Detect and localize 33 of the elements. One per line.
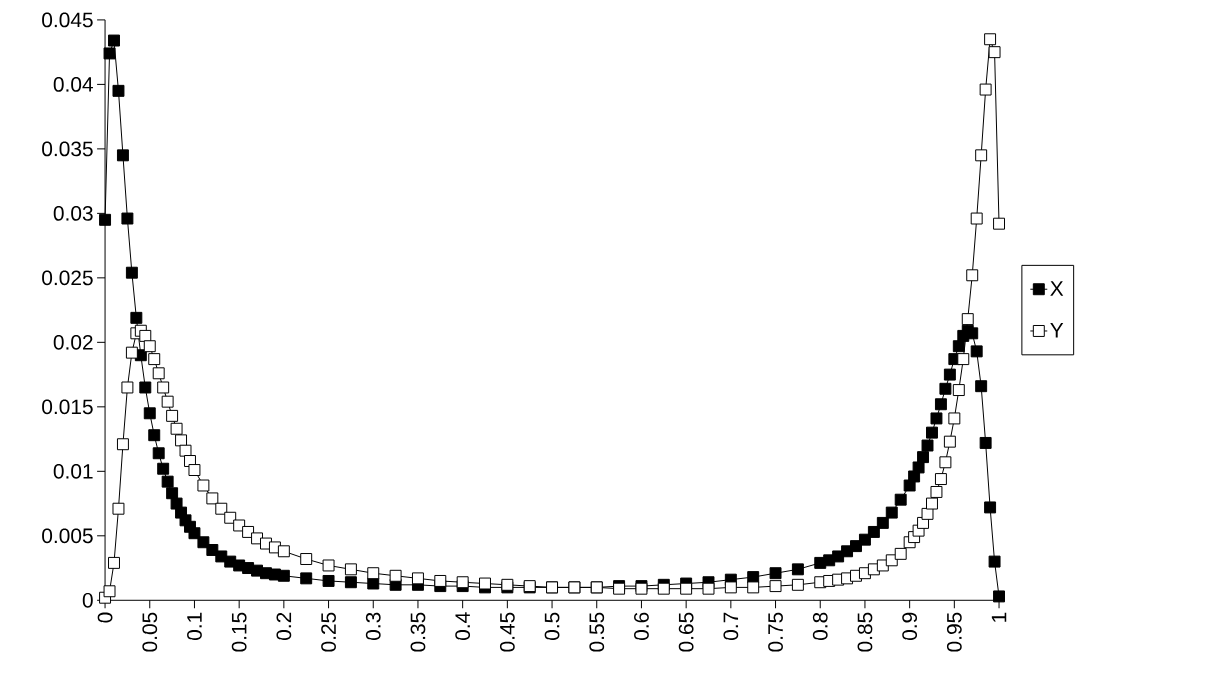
x-tick-label: 0.05: [142, 612, 158, 652]
y-tick-label: 0.045: [42, 12, 93, 28]
x-tick-label: 0.4: [455, 612, 471, 641]
x-tick-label: 0.75: [768, 612, 783, 652]
y-tick-label: 0.025: [42, 270, 93, 286]
x-tick-label: 0.15: [231, 612, 247, 652]
y-tick-label: 0.035: [42, 141, 93, 157]
x-tick-label: 0.1: [187, 612, 202, 641]
x-tick-label: 0.6: [634, 612, 649, 641]
y-tick-label: 0.03: [53, 206, 93, 221]
y-tick-label: 0.015: [42, 399, 93, 415]
x-tick-label: 1: [991, 612, 1007, 622]
x-tick-label: 0.8: [812, 612, 828, 641]
y-tick-label: 0.005: [42, 528, 93, 544]
legend-label: X: [1050, 281, 1064, 296]
x-tick-label: 0.65: [678, 612, 694, 652]
x-tick-label: 0.2: [276, 612, 292, 641]
legend-label: Y: [1050, 323, 1064, 338]
x-tick-label: 0.5: [544, 612, 560, 641]
y-tick-label: 0: [82, 592, 93, 608]
x-tick-label: 0.55: [589, 612, 605, 652]
x-tick-label: 0.85: [857, 612, 873, 652]
y-tick-label: 0.04: [53, 77, 93, 92]
x-tick-label: 0.7: [723, 612, 739, 641]
x-tick-label: 0.35: [410, 612, 426, 652]
x-tick-label: 0.3: [365, 612, 381, 641]
x-tick-label: 0.45: [499, 612, 515, 652]
x-tick-label: 0: [97, 612, 113, 623]
x-tick-label: 0.25: [321, 612, 336, 652]
x-tick-label: 0.9: [902, 612, 918, 641]
x-tick-label: 0.95: [946, 612, 962, 652]
y-tick-label: 0.01: [53, 463, 93, 479]
y-tick-label: 0.02: [53, 335, 93, 350]
